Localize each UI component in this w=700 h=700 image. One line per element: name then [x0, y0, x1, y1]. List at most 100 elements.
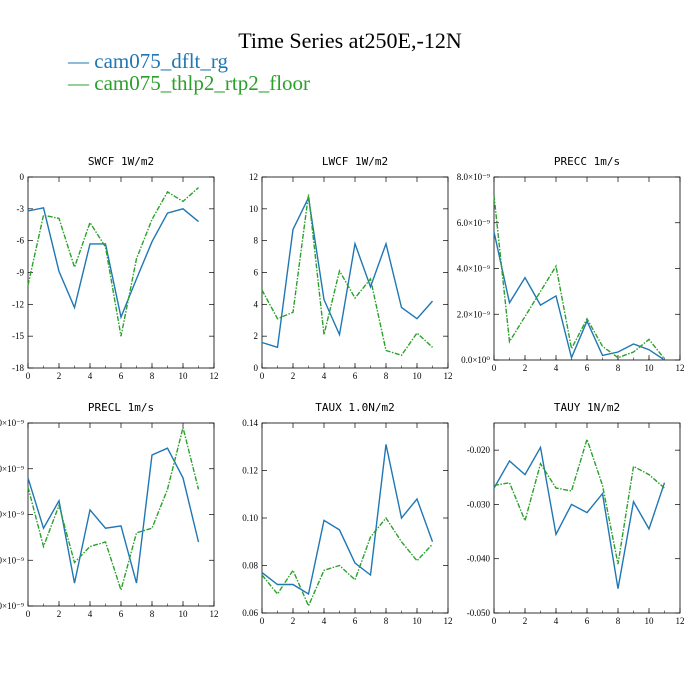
y-tick-label: -0.020	[467, 445, 491, 455]
x-tick-label: 6	[585, 616, 590, 626]
x-tick-label: 8	[616, 616, 621, 626]
y-tick-label: -12	[12, 299, 24, 309]
x-tick-label: 10	[413, 616, 423, 626]
series-line-floor	[493, 195, 666, 360]
x-tick-label: 4	[322, 371, 327, 381]
y-tick-label: 6.0×10⁻⁹	[457, 218, 490, 228]
x-tick-label: 12	[676, 363, 685, 373]
x-tick-label: 4	[88, 609, 93, 619]
x-tick-label: 8	[150, 609, 155, 619]
x-tick-label: 6	[119, 371, 124, 381]
series-line-dflt	[27, 206, 199, 320]
x-tick-label: 12	[444, 616, 453, 626]
y-tick-label: -15	[12, 331, 24, 341]
legend-label-1: cam075_dflt_rg	[94, 49, 229, 73]
y-tick-label: -18	[12, 363, 24, 373]
x-tick-label: 8	[384, 616, 389, 626]
x-tick-label: 6	[353, 616, 358, 626]
x-tick-label: 6	[585, 363, 590, 373]
x-tick-label: 10	[179, 609, 189, 619]
y-tick-label: -0.040	[467, 554, 491, 564]
y-tick-label: 8	[254, 236, 259, 246]
x-tick-label: 4	[554, 616, 559, 626]
y-tick-label: 0×10⁻⁹	[0, 418, 24, 428]
x-tick-label: 8	[150, 371, 155, 381]
y-tick-label: 0.06	[242, 608, 258, 618]
x-tick-label: 12	[676, 616, 685, 626]
x-tick-label: 8	[616, 363, 621, 373]
y-tick-label: -9	[17, 268, 25, 278]
y-tick-label: 12	[249, 172, 258, 182]
x-tick-label: 2	[57, 371, 62, 381]
series-line-floor	[493, 436, 665, 565]
x-tick-label: 2	[57, 609, 62, 619]
y-tick-label: 0.0×10⁰	[461, 355, 490, 365]
y-tick-label: 0×10⁻⁹	[0, 464, 24, 474]
y-tick-label: 6	[254, 268, 259, 278]
y-tick-label: 0×10⁻⁹	[0, 555, 24, 565]
legend: — cam075_dflt_rg — cam075_thlp2_rtp2_flo…	[68, 50, 310, 94]
x-tick-label: 12	[444, 371, 453, 381]
y-tick-label: 0.12	[242, 466, 258, 476]
legend-label-2: cam075_thlp2_rtp2_floor	[94, 71, 311, 95]
x-tick-label: 2	[523, 616, 528, 626]
x-tick-label: 4	[88, 371, 93, 381]
y-tick-label: -0.030	[467, 499, 491, 509]
x-tick-label: 0	[492, 616, 497, 626]
legend-entry-2: — cam075_thlp2_rtp2_floor	[68, 71, 311, 95]
x-tick-label: 6	[119, 609, 124, 619]
x-tick-label: 10	[645, 616, 655, 626]
series-line-floor	[261, 194, 433, 357]
series-line-dflt	[493, 445, 666, 589]
x-tick-label: 12	[210, 609, 219, 619]
x-tick-label: 0	[492, 363, 497, 373]
plot-frame	[27, 176, 215, 369]
x-tick-label: 0	[260, 616, 265, 626]
y-tick-label: 8.0×10⁻⁹	[457, 172, 490, 182]
x-tick-label: 4	[322, 616, 327, 626]
figure-title: Time Series at250E,-12N	[238, 28, 462, 53]
x-tick-label: 10	[179, 371, 189, 381]
y-tick-label: 0.08	[242, 561, 258, 571]
panel-title: SWCF 1W/m2	[88, 155, 154, 168]
y-tick-label: 2.0×10⁻⁹	[457, 309, 490, 319]
panel-title: TAUX 1.0N/m2	[315, 401, 394, 414]
x-tick-label: 4	[554, 363, 559, 373]
x-tick-label: 2	[523, 363, 528, 373]
legend-entry-1: — cam075_dflt_rg	[68, 49, 229, 73]
x-tick-label: 0	[26, 371, 31, 381]
panel-title: TAUY 1N/m2	[554, 401, 620, 414]
y-tick-label: 0×10⁻⁹	[0, 510, 24, 520]
series-line-dflt	[27, 447, 200, 584]
series-line-floor	[27, 187, 199, 337]
x-tick-label: 8	[384, 371, 389, 381]
y-tick-label: 2	[254, 331, 259, 341]
series-line-dflt	[493, 231, 665, 361]
y-tick-label: 4	[254, 299, 259, 309]
panel-title: PRECL 1m/s	[88, 401, 154, 414]
y-tick-label: 0×10⁻⁹	[0, 601, 24, 611]
series-line-dflt	[261, 444, 434, 596]
x-tick-label: 2	[291, 371, 296, 381]
x-tick-label: 2	[291, 616, 296, 626]
y-tick-label: -6	[17, 236, 25, 246]
y-tick-label: 4.0×10⁻⁹	[457, 264, 490, 274]
series-line-floor	[261, 516, 434, 608]
series-line-dflt	[261, 195, 434, 349]
panel-title: PRECC 1m/s	[554, 155, 620, 168]
y-tick-label: 0	[254, 363, 259, 373]
y-tick-label: -3	[17, 204, 25, 214]
x-tick-label: 0	[260, 371, 265, 381]
panel-title: LWCF 1W/m2	[322, 155, 388, 168]
y-tick-label: -0.050	[467, 608, 491, 618]
y-tick-label: 10	[249, 204, 259, 214]
x-tick-label: 0	[26, 609, 31, 619]
x-tick-label: 6	[353, 371, 358, 381]
y-tick-label: 0	[20, 172, 25, 182]
plot-frame	[493, 176, 681, 361]
y-tick-label: 0.14	[242, 418, 258, 428]
y-tick-label: 0.10	[242, 513, 258, 523]
x-tick-label: 10	[645, 363, 655, 373]
